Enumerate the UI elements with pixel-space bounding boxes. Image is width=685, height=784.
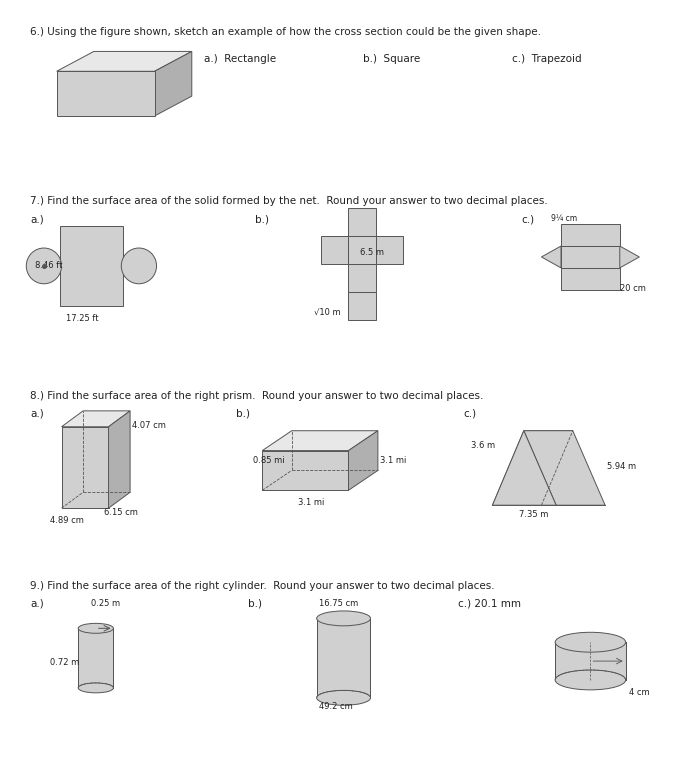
Polygon shape [561, 246, 620, 268]
Text: 7.35 m: 7.35 m [519, 510, 548, 519]
Text: 49.2 cm: 49.2 cm [319, 702, 353, 711]
Polygon shape [62, 426, 108, 508]
Text: a.)  Rectangle: a.) Rectangle [203, 54, 275, 64]
Text: 3.6 m: 3.6 m [471, 441, 495, 450]
Polygon shape [349, 264, 376, 292]
Text: 6.) Using the figure shown, sketch an example of how the cross section could be : 6.) Using the figure shown, sketch an ex… [30, 27, 541, 37]
Ellipse shape [555, 632, 625, 652]
Polygon shape [541, 246, 561, 268]
Ellipse shape [78, 623, 114, 633]
Ellipse shape [316, 691, 371, 706]
Text: 3.1 mi: 3.1 mi [297, 499, 324, 507]
Text: b.): b.) [256, 214, 269, 224]
Text: b.): b.) [236, 409, 250, 419]
Text: c.)  Trapezoid: c.) Trapezoid [512, 54, 582, 64]
Text: 7.) Find the surface area of the solid formed by the net.  Round your answer to : 7.) Find the surface area of the solid f… [30, 197, 548, 206]
Polygon shape [349, 236, 376, 264]
Polygon shape [561, 268, 620, 290]
Text: 0.85 mi: 0.85 mi [253, 456, 284, 465]
Text: 9.) Find the surface area of the right cylinder.  Round your answer to two decim: 9.) Find the surface area of the right c… [30, 581, 495, 590]
Polygon shape [62, 411, 130, 426]
Text: 20 cm: 20 cm [620, 284, 646, 292]
Polygon shape [262, 451, 349, 490]
Text: 4.89 cm: 4.89 cm [50, 516, 84, 525]
Text: 8.46 ft: 8.46 ft [35, 261, 62, 270]
Text: 3.1 mi: 3.1 mi [380, 456, 406, 465]
Text: 0.72 m: 0.72 m [50, 658, 79, 667]
Text: b.)  Square: b.) Square [363, 54, 421, 64]
Polygon shape [524, 430, 605, 505]
Polygon shape [493, 430, 573, 505]
Text: 16.75 cm: 16.75 cm [319, 598, 358, 608]
Polygon shape [349, 209, 376, 236]
Polygon shape [57, 71, 155, 116]
Ellipse shape [78, 683, 114, 693]
Polygon shape [108, 411, 130, 508]
Text: 4.07 cm: 4.07 cm [132, 421, 166, 430]
Polygon shape [349, 430, 378, 490]
Text: 6.5 m: 6.5 m [360, 248, 384, 257]
Text: b.): b.) [247, 598, 262, 608]
Polygon shape [262, 430, 378, 451]
Text: a.): a.) [30, 598, 44, 608]
Polygon shape [317, 619, 370, 698]
Polygon shape [78, 628, 114, 688]
Text: a.): a.) [30, 409, 44, 419]
Text: c.) 20.1 mm: c.) 20.1 mm [458, 598, 521, 608]
Text: c.): c.) [522, 214, 535, 224]
Text: 9¼ cm: 9¼ cm [551, 214, 577, 223]
Text: a.): a.) [30, 214, 44, 224]
Text: 0.25 m: 0.25 m [91, 598, 120, 608]
Text: √10 m: √10 m [314, 307, 341, 317]
Text: 4 cm: 4 cm [629, 688, 649, 697]
Text: 8.) Find the surface area of the right prism.  Round your answer to two decimal : 8.) Find the surface area of the right p… [30, 391, 484, 401]
Polygon shape [620, 246, 639, 268]
Ellipse shape [121, 248, 157, 284]
Ellipse shape [26, 248, 62, 284]
Polygon shape [155, 52, 192, 116]
Ellipse shape [316, 611, 371, 626]
Text: 6.15 cm: 6.15 cm [103, 508, 138, 517]
Text: 17.25 ft: 17.25 ft [66, 314, 99, 322]
Polygon shape [561, 224, 620, 246]
Polygon shape [555, 642, 625, 680]
Polygon shape [321, 236, 349, 264]
Polygon shape [349, 292, 376, 320]
Ellipse shape [555, 670, 625, 690]
Text: c.): c.) [463, 409, 476, 419]
Polygon shape [493, 430, 556, 505]
Text: 5.94 m: 5.94 m [607, 463, 636, 471]
Polygon shape [60, 226, 123, 306]
Polygon shape [57, 52, 192, 71]
Polygon shape [376, 236, 403, 264]
